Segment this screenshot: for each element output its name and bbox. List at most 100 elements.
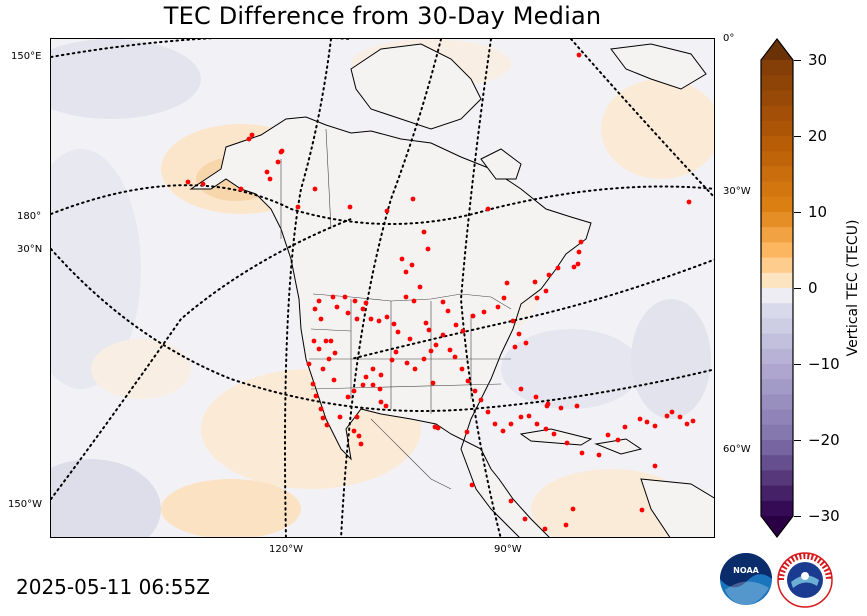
station-marker (460, 328, 466, 334)
station-marker (383, 403, 389, 409)
lon-label-30w: 30°W (723, 186, 751, 197)
station-marker (356, 433, 362, 439)
station-marker (518, 386, 524, 392)
station-marker (570, 506, 576, 512)
station-marker (576, 52, 582, 58)
station-marker (316, 346, 322, 352)
station-marker (399, 256, 405, 262)
station-marker (312, 306, 318, 312)
station-marker (522, 516, 528, 522)
station-marker (384, 208, 390, 214)
station-marker (481, 309, 487, 315)
colorbar-outline (760, 38, 794, 538)
station-marker (331, 377, 337, 383)
station-marker (185, 179, 191, 185)
station-marker (574, 403, 580, 409)
station-marker (545, 401, 551, 407)
station-marker (345, 394, 351, 400)
colorbar-band (761, 500, 793, 517)
tec-map (50, 38, 715, 538)
station-marker (358, 441, 364, 447)
station-marker (453, 322, 459, 328)
colorbar-band (761, 303, 793, 319)
station-marker (332, 350, 338, 356)
station-marker (596, 452, 602, 458)
colorbar-band (761, 440, 793, 456)
station-marker (246, 136, 252, 142)
station-marker (469, 482, 475, 488)
station-marker (686, 199, 692, 205)
station-marker (403, 294, 409, 300)
station-marker (478, 397, 484, 403)
colorbar-band (761, 424, 793, 441)
colorbar-band (761, 120, 793, 137)
station-marker (652, 463, 658, 469)
station-marker (459, 366, 465, 372)
lon-label-180: 180° (17, 211, 42, 222)
station-marker (690, 418, 696, 424)
map-title: TEC Difference from 30-Day Median (163, 2, 602, 30)
station-marker (622, 424, 628, 430)
station-marker (558, 405, 564, 411)
station-marker (639, 507, 645, 513)
station-marker (249, 132, 255, 138)
station-marker (445, 308, 451, 314)
station-marker (312, 186, 318, 192)
station-marker (391, 321, 397, 327)
colorbar-tick-mark (794, 136, 801, 137)
colorbar-tick-mark (794, 440, 801, 441)
political-boundaries (280, 128, 512, 490)
colorbar-tick-label: −20 (808, 431, 840, 449)
colorbar-band (761, 470, 793, 487)
station-marker (534, 295, 540, 301)
lat-label-30n: 30°N (17, 244, 43, 255)
map-canvas (51, 39, 714, 537)
lon-label-90w: 90°W (494, 544, 522, 555)
noaa-logo: NOAA (720, 553, 772, 605)
station-marker (384, 314, 390, 320)
station-marker (508, 498, 514, 504)
station-marker (563, 522, 569, 528)
station-marker (435, 425, 441, 431)
colorbar-band (761, 105, 793, 122)
station-marker (347, 204, 353, 210)
station-marker (363, 300, 369, 306)
station-marker (579, 450, 585, 456)
station-marker (354, 414, 360, 420)
station-marker (409, 262, 415, 268)
colorbar-band (761, 348, 793, 365)
station-marker (508, 421, 514, 427)
colorbar-tick-label: −10 (808, 355, 840, 373)
colorbar-band (761, 212, 793, 228)
station-marker (311, 338, 317, 344)
lon-label-0: 0° (723, 33, 735, 44)
station-marker (320, 415, 326, 421)
station-marker (440, 332, 446, 338)
station-marker (501, 295, 507, 301)
station-marker (637, 416, 643, 422)
station-marker (275, 159, 281, 165)
station-marker (313, 393, 319, 399)
colorbar-band (761, 257, 793, 274)
station-marker (421, 229, 427, 235)
station-marker (320, 366, 326, 372)
station-marker (440, 299, 446, 305)
station-marker (417, 284, 423, 290)
station-marker (318, 316, 324, 322)
station-marker (411, 298, 417, 304)
colorbar-band (761, 136, 793, 152)
colorbar-label: Vertical TEC (TECU) (845, 219, 861, 357)
lon-label-60w: 60°W (723, 444, 751, 455)
station-marker (532, 279, 538, 285)
station-marker (425, 246, 431, 252)
station-marker (334, 304, 340, 310)
colorbar-band (761, 379, 793, 395)
station-markers (185, 52, 696, 532)
station-marker (542, 526, 548, 532)
station-marker (264, 169, 270, 175)
station-marker (523, 340, 529, 346)
station-marker (504, 280, 510, 286)
station-marker (452, 354, 458, 360)
station-marker (342, 294, 348, 300)
station-marker (543, 426, 549, 432)
